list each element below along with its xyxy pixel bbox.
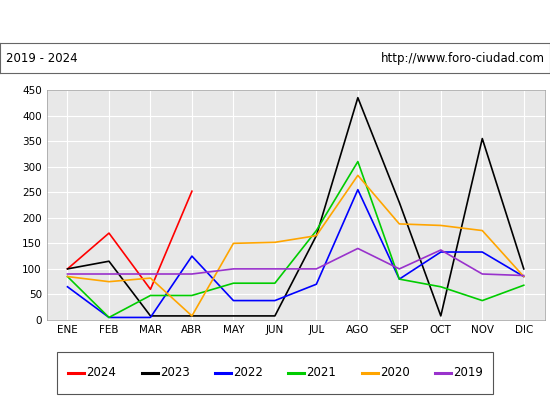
- Text: http://www.foro-ciudad.com: http://www.foro-ciudad.com: [381, 52, 544, 65]
- Text: 2021: 2021: [306, 366, 337, 380]
- FancyBboxPatch shape: [57, 352, 493, 394]
- Text: 2024: 2024: [86, 366, 117, 380]
- Text: Evolucion Nº Turistas Nacionales en el municipio de Libros: Evolucion Nº Turistas Nacionales en el m…: [62, 14, 488, 29]
- Text: 2023: 2023: [160, 366, 190, 380]
- Text: 2020: 2020: [380, 366, 410, 380]
- Text: 2019 - 2024: 2019 - 2024: [6, 52, 77, 65]
- Text: 2019: 2019: [453, 366, 483, 380]
- Text: 2022: 2022: [233, 366, 263, 380]
